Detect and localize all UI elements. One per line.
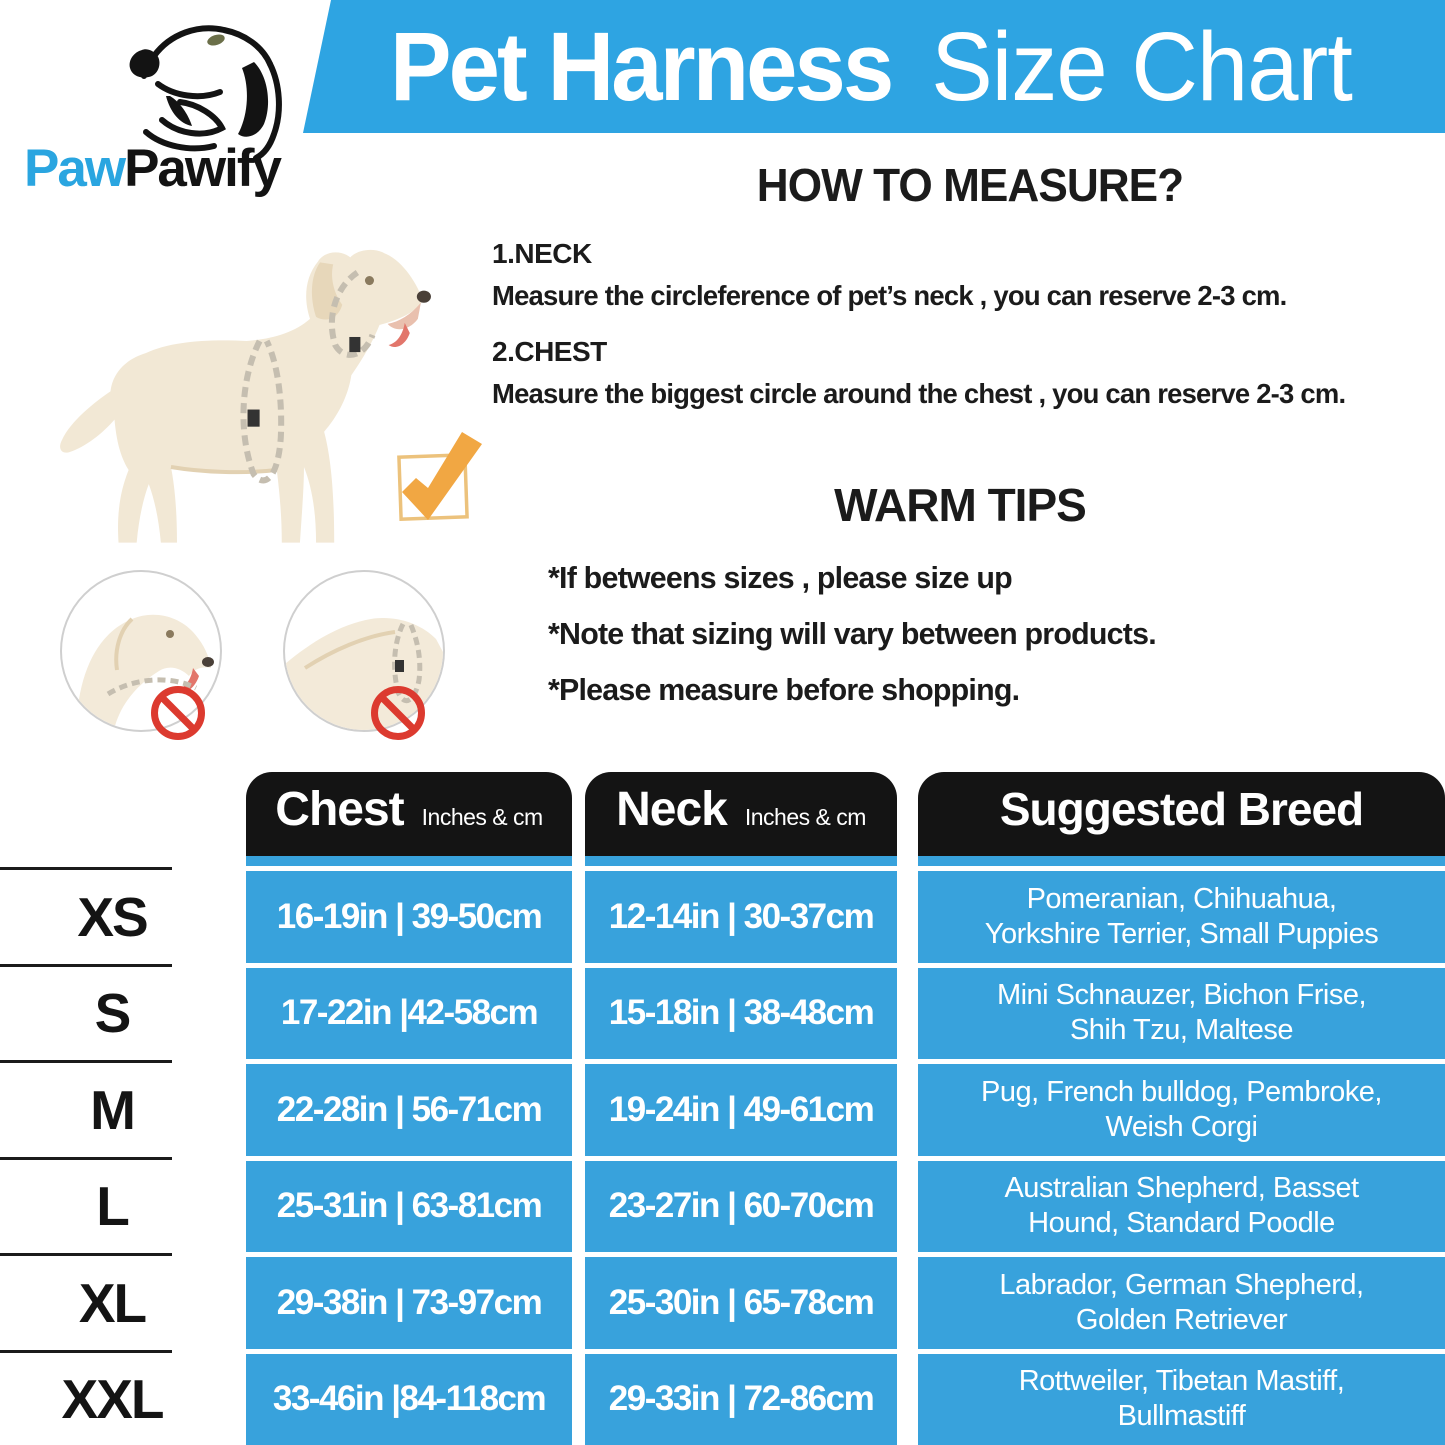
- breed-value: Pug, French bulldog, Pembroke, Weish Corg…: [918, 1064, 1445, 1156]
- dog-measuring-illustration: [60, 249, 431, 543]
- warm-tip: *Please measure before shopping.: [548, 672, 1020, 707]
- chest-value: 17-22in |42-58cm: [246, 967, 572, 1059]
- chest-header-title: Chest: [275, 783, 404, 836]
- neck-value: 15-18in | 38-48cm: [585, 967, 897, 1059]
- chest-value: 22-28in | 56-71cm: [246, 1064, 572, 1156]
- logo-ear: [238, 62, 269, 137]
- no-symbol-icon: [151, 686, 205, 740]
- neck-tape-clip: [349, 336, 361, 353]
- warm-tips-list: *If betweens sizes , please size up *Note…: [548, 560, 1368, 728]
- neck-value: 29-33in | 72-86cm: [585, 1353, 897, 1445]
- breed-line: Golden Retriever: [1075, 1303, 1288, 1336]
- brand-wordmark: PawPawify: [24, 138, 282, 199]
- dog-mouth: [387, 302, 421, 330]
- neck-value: 12-14in | 30-37cm: [585, 871, 897, 963]
- chest-column-header: Chest Inches & cm: [246, 772, 572, 856]
- chest-tape-loop: [240, 339, 285, 484]
- chest-tape-clip: [247, 409, 260, 427]
- brand-suffix: Pawify: [124, 139, 282, 198]
- breed-line: Yorkshire Terrier, Small Puppies: [984, 917, 1379, 950]
- wrong-neck-example: [60, 570, 222, 732]
- size-label: XXL: [0, 1349, 224, 1445]
- breed-column-strip: [918, 856, 1445, 866]
- step-neck-label: 1.NECK: [492, 238, 592, 269]
- logo-eye: [207, 34, 225, 46]
- step-chest-label: 2.CHEST: [492, 336, 607, 367]
- chest-value: 33-46in |84-118cm: [246, 1353, 572, 1445]
- no-symbol-icon: [371, 686, 425, 740]
- size-label: XS: [0, 867, 224, 963]
- chest-value: 29-38in | 73-97cm: [246, 1257, 572, 1349]
- breed-line: Pug, French bulldog, Pembroke,: [981, 1075, 1382, 1108]
- measure-steps: 1.NECK Measure the circleference of pet’…: [492, 238, 1427, 434]
- neck-header-title: Neck: [616, 783, 728, 836]
- size-table: Chest Inches & cm Neck Inches & cm Sugge…: [0, 772, 1445, 1445]
- breed-line: Labrador, German Shepherd,: [999, 1268, 1364, 1301]
- step-chest-text: Measure the biggest circle around the ch…: [492, 378, 1346, 409]
- logo-tongue: [166, 96, 192, 126]
- chest-column: 16-19in | 39-50cm 17-22in |42-58cm 22-28in…: [246, 856, 572, 1445]
- size-label: S: [0, 963, 224, 1060]
- table-body: XS S M L XL XXL 16-19in | 39-50cm 17-22in |42-…: [0, 856, 1445, 1445]
- logo-nose: [129, 49, 160, 78]
- breed-line: Rottweiler, Tibetan Mastiff,: [1018, 1365, 1345, 1398]
- neck-column-header: Neck Inches & cm: [585, 772, 897, 856]
- brand-prefix: Paw: [24, 139, 126, 198]
- neck-column: 12-14in | 30-37cm 15-18in | 38-48cm 19-24i…: [585, 856, 897, 1445]
- neck-header-subtitle: Inches & cm: [744, 804, 867, 830]
- breed-line: Weish Corgi: [1105, 1110, 1258, 1143]
- warm-tips-heading: WARM TIPS: [834, 479, 1087, 531]
- breed-value: Pomeranian, Chihuahua, Yorkshire Terrier,…: [918, 871, 1445, 963]
- neck-column-strip: [585, 856, 897, 866]
- neck-value: 19-24in | 49-61cm: [585, 1064, 897, 1156]
- dog-belly-shade: [170, 464, 277, 475]
- dog-tongue: [388, 322, 410, 347]
- page-title: Pet Harness Size Chart: [390, 0, 1353, 133]
- dog-eye: [364, 276, 375, 286]
- neck-value: 25-30in | 65-78cm: [585, 1257, 897, 1349]
- breed-value: Australian Shepherd, Basset Hound, Standa…: [918, 1160, 1445, 1252]
- page-title-light: Size Chart: [931, 12, 1353, 121]
- breed-line: Hound, Standard Poodle: [1028, 1207, 1335, 1240]
- size-label: M: [0, 1060, 224, 1156]
- wrong-neck-art: [76, 614, 214, 730]
- how-to-measure-heading: HOW TO MEASURE?: [756, 159, 1184, 211]
- title-banner: Pet Harness Size Chart: [303, 0, 1445, 133]
- neck-value: 23-27in | 60-70cm: [585, 1160, 897, 1252]
- chest-header-subtitle: Inches & cm: [421, 804, 544, 830]
- breed-line: Australian Shepherd, Basset: [1004, 1172, 1359, 1205]
- dog-head-logo-icon: [129, 25, 282, 161]
- neck-tape-loop: [328, 269, 376, 358]
- breed-line: Pomeranian, Chihuahua,: [1026, 882, 1337, 915]
- step-neck-text: Measure the circleference of pet’s neck …: [492, 280, 1287, 311]
- chest-column-strip: [246, 856, 572, 866]
- dog-nose: [416, 290, 431, 303]
- breed-column: Pomeranian, Chihuahua, Yorkshire Terrier,…: [918, 856, 1445, 1445]
- breed-line: Shih Tzu, Maltese: [1069, 1014, 1294, 1047]
- breed-line: Mini Schnauzer, Bichon Frise,: [996, 979, 1367, 1012]
- page-title-bold: Pet Harness: [390, 12, 894, 121]
- chest-value: 25-31in | 63-81cm: [246, 1160, 572, 1252]
- breed-value: Mini Schnauzer, Bichon Frise, Shih Tzu, M…: [918, 967, 1445, 1059]
- breed-value: Labrador, German Shepherd, Golden Retriev…: [918, 1257, 1445, 1349]
- breed-line: Bullmastiff: [1117, 1400, 1246, 1433]
- warm-tip: *Note that sizing will vary between prod…: [548, 616, 1157, 651]
- check-icon: [397, 432, 482, 521]
- size-label: L: [0, 1156, 224, 1253]
- breed-column-header: Suggested Breed: [918, 772, 1445, 856]
- size-column: XS S M L XL XXL: [0, 856, 224, 1445]
- warm-tip: *If betweens sizes , please size up: [548, 560, 1013, 595]
- chest-value: 16-19in | 39-50cm: [246, 871, 572, 963]
- breed-header-title: Suggested Breed: [999, 783, 1364, 835]
- size-label: XL: [0, 1253, 224, 1349]
- breed-value: Rottweiler, Tibetan Mastiff, Bullmastiff: [918, 1353, 1445, 1445]
- size-column-spacer: [0, 856, 224, 866]
